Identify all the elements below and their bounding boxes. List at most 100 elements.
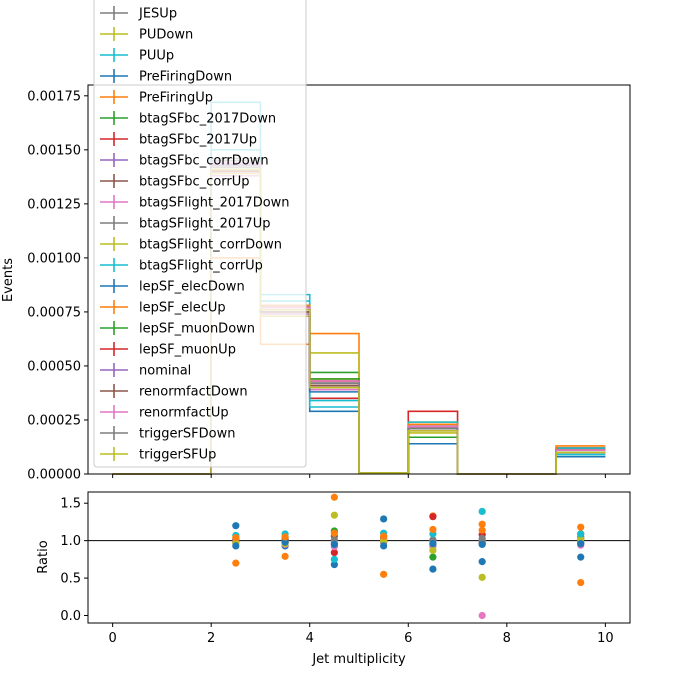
ratio-y-ticks: 0.0 0.5 1.0 1.5 — [60, 497, 88, 624]
legend-entry-renormfactDown: renormfactDown — [100, 384, 248, 400]
ratio-point — [429, 525, 437, 534]
ratio-point — [330, 549, 338, 557]
ratio-point — [330, 555, 338, 563]
ratio-point — [478, 573, 486, 581]
ratio-point — [429, 565, 437, 573]
legend-label: lepSF_elecUp — [139, 301, 226, 316]
legend-label: renormfactDown — [139, 385, 248, 400]
legend-entry-JESUp: JESUp — [100, 6, 177, 22]
ratio-point — [577, 540, 585, 548]
ratio-y-axis-label: Ratio — [36, 540, 51, 573]
legend-label: JESUp — [138, 7, 177, 22]
legend-label: btagSFlight_corrUp — [139, 259, 263, 274]
ratio-x-tick-label: 2 — [207, 631, 215, 646]
legend: JESUp PUDown PUUp PreFiringDown PreFiringUp b… — [93, 0, 307, 468]
ratio-point — [429, 553, 437, 561]
legend-entry-PreFiringUp: PreFiringUp — [100, 90, 213, 106]
legend-entry-btagSFlight_corrDown: btagSFlight_corrDown — [100, 237, 282, 253]
ratio-x-tick-label: 8 — [503, 631, 511, 646]
ratio-point — [478, 507, 486, 516]
legend-entry-btagSFlight_corrUp: btagSFlight_corrUp — [100, 258, 263, 274]
ratio-points — [232, 493, 585, 620]
ratio-y-tick-label: 1.0 — [60, 534, 81, 549]
legend-label: lepSF_muonUp — [139, 343, 236, 358]
legend-label: PUDown — [139, 28, 193, 43]
legend-entry-renormfactUp: renormfactUp — [100, 405, 229, 421]
events-y-tick-label: 0.00175 — [27, 89, 81, 104]
legend-entry-lepSF_elecDown: lepSF_elecDown — [100, 279, 245, 295]
legend-entry-btagSFlight_2017Up: btagSFlight_2017Up — [100, 216, 270, 232]
ratio-point — [380, 532, 388, 540]
ratio-point — [232, 522, 240, 530]
ratio-point — [232, 559, 240, 567]
ratio-point — [380, 570, 388, 578]
ratio-point — [330, 529, 338, 537]
legend-label: btagSFbc_2017Up — [139, 133, 257, 148]
legend-label: PUUp — [139, 49, 174, 64]
legend-entry-btagSFlight_2017Down: btagSFlight_2017Down — [100, 195, 290, 211]
ratio-point — [429, 513, 437, 521]
legend-label: PreFiringUp — [139, 91, 213, 106]
events-y-tick-label: 0.00025 — [27, 413, 81, 428]
events-y-tick-label: 0.00050 — [27, 359, 81, 374]
legend-label: renormfactUp — [139, 406, 229, 421]
ratio-point — [478, 540, 486, 549]
legend-entry-btagSFbc_2017Up: btagSFbc_2017Up — [100, 132, 257, 148]
ratio-point — [577, 530, 585, 538]
legend-entry-nominal: nominal — [100, 363, 191, 379]
legend-label: btagSFbc_corrDown — [139, 154, 269, 169]
legend-label: nominal — [139, 364, 191, 379]
ratio-point — [577, 553, 585, 561]
ratio-point — [330, 540, 338, 549]
legend-entry-lepSF_muonDown: lepSF_muonDown — [100, 321, 255, 337]
ratio-point — [232, 542, 240, 550]
events-x-ticks — [112, 474, 606, 478]
events-axes-frame — [87, 84, 631, 475]
legend-label: btagSFlight_2017Up — [139, 217, 270, 232]
events-y-tick-label: 0.00150 — [27, 143, 81, 158]
legend-entry-btagSFbc_corrUp: btagSFbc_corrUp — [100, 174, 250, 190]
ratio-point — [478, 558, 486, 566]
ratio-point — [577, 523, 585, 531]
ratio-point — [478, 526, 486, 534]
ratio-x-tick-label: 6 — [404, 631, 412, 646]
legend-entry-lepSF_elecUp: lepSF_elecUp — [100, 300, 226, 316]
events-y-ticks: 0.00000 0.00025 0.00050 0.00075 0.00100 0.001… — [27, 89, 88, 483]
ratio-point — [232, 534, 240, 542]
legend-label: lepSF_muonDown — [139, 322, 255, 337]
legend-label: triggerSFUp — [139, 448, 216, 463]
events-y-tick-label: 0.00125 — [27, 197, 81, 212]
ratio-point — [429, 546, 437, 554]
ratio-point — [281, 538, 289, 546]
events-y-axis-label: Events — [1, 258, 16, 302]
ratio-point — [380, 515, 388, 523]
ratio-x-ticks: 0 2 4 6 8 10 — [108, 623, 614, 646]
legend-label: lepSF_elecDown — [139, 280, 245, 295]
ratio-x-tick-label: 4 — [306, 631, 314, 646]
ratio-point — [478, 611, 486, 620]
ratio-point — [478, 520, 486, 528]
ratio-point — [281, 552, 289, 560]
events-y-tick-label: 0.00000 — [27, 468, 81, 483]
legend-entry-PreFiringDown: PreFiringDown — [100, 69, 232, 85]
legend-label: btagSFbc_corrUp — [139, 175, 250, 190]
ratio-point — [281, 533, 289, 541]
ratio-point — [330, 561, 338, 569]
legend-entry-btagSFbc_2017Down: btagSFbc_2017Down — [100, 111, 276, 127]
ratio-point — [330, 493, 338, 501]
legend-label: PreFiringDown — [139, 70, 232, 85]
ratio-axes-frame — [87, 491, 631, 624]
legend-entry-triggerSFUp: triggerSFUp — [100, 447, 216, 463]
legend-entry-btagSFbc_corrDown: btagSFbc_corrDown — [100, 153, 269, 169]
ratio-point — [577, 578, 585, 587]
ratio-y-tick-label: 0.5 — [60, 572, 81, 587]
legend-label: btagSFlight_2017Down — [139, 196, 290, 211]
x-axis-label: Jet multiplicity — [311, 652, 406, 667]
legend-entry-PUUp: PUUp — [100, 48, 174, 64]
ratio-point — [330, 511, 338, 519]
ratio-y-tick-label: 0.0 — [60, 609, 81, 624]
legend-entry-triggerSFDown: triggerSFDown — [100, 426, 235, 442]
ratio-point — [380, 542, 388, 550]
legend-label: triggerSFDown — [139, 427, 235, 442]
